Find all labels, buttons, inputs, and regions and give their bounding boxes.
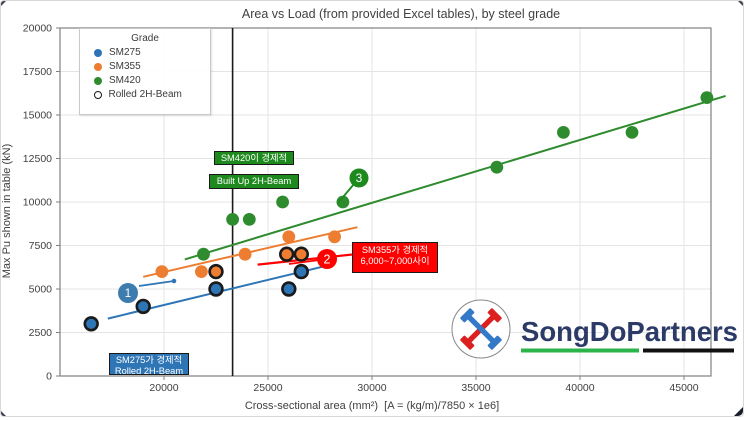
svg-text:0: 0 [46, 371, 52, 383]
svg-text:SongDoPartners: SongDoPartners [521, 316, 738, 347]
svg-text:17500: 17500 [23, 66, 52, 78]
svg-text:12500: 12500 [23, 153, 52, 165]
svg-text:10000: 10000 [23, 197, 52, 209]
svg-text:40000: 40000 [565, 382, 594, 394]
svg-text:2500: 2500 [29, 327, 53, 339]
svg-text:7500: 7500 [29, 240, 53, 252]
svg-text:5000: 5000 [29, 284, 53, 296]
svg-text:15000: 15000 [23, 110, 52, 122]
svg-text:45000: 45000 [669, 382, 698, 394]
svg-text:20000: 20000 [149, 382, 178, 394]
svg-text:25000: 25000 [253, 382, 282, 394]
svg-text:20000: 20000 [23, 23, 52, 35]
svg-text:35000: 35000 [461, 382, 490, 394]
svg-text:30000: 30000 [357, 382, 386, 394]
